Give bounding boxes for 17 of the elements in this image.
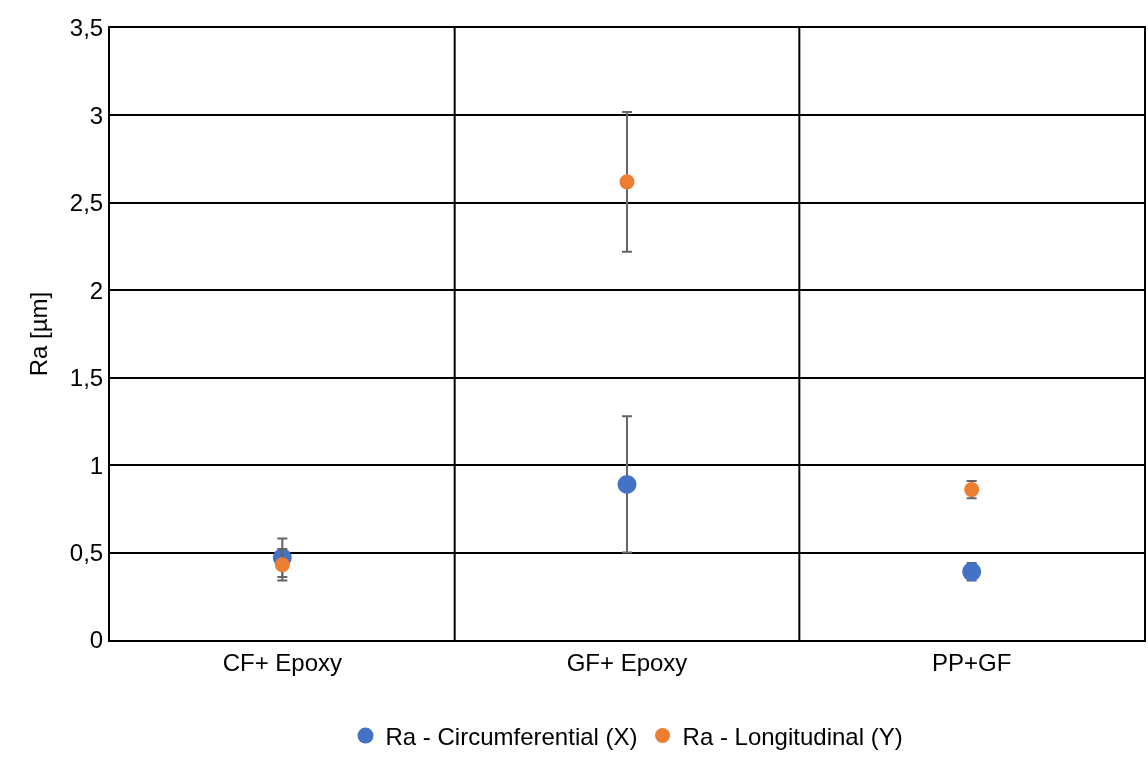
y-axis-title: Ra [µm] — [25, 291, 53, 377]
point — [274, 557, 290, 573]
x-tick-label: GF+ Epoxy — [566, 648, 688, 676]
legend-label: Ra - Longitudinal (Y) — [682, 722, 903, 750]
y-tick-label: 0,5 — [69, 538, 104, 566]
y-tick-label: 2,5 — [69, 189, 104, 217]
point — [617, 474, 637, 494]
y-tick-label: 2 — [89, 276, 104, 304]
y-tick-label: 1 — [89, 451, 104, 479]
y-tick-label: 3 — [89, 101, 104, 129]
y-tick-label: 1,5 — [69, 364, 104, 392]
y-tick-label: 0 — [89, 626, 104, 654]
legend-label: Ra - Circumferential (X) — [385, 722, 638, 750]
point — [619, 174, 635, 190]
x-tick-label: CF+ Epoxy — [222, 648, 343, 676]
x-tick-label: PP+GF — [931, 648, 1012, 676]
y-tick-label: 3,5 — [69, 14, 104, 42]
